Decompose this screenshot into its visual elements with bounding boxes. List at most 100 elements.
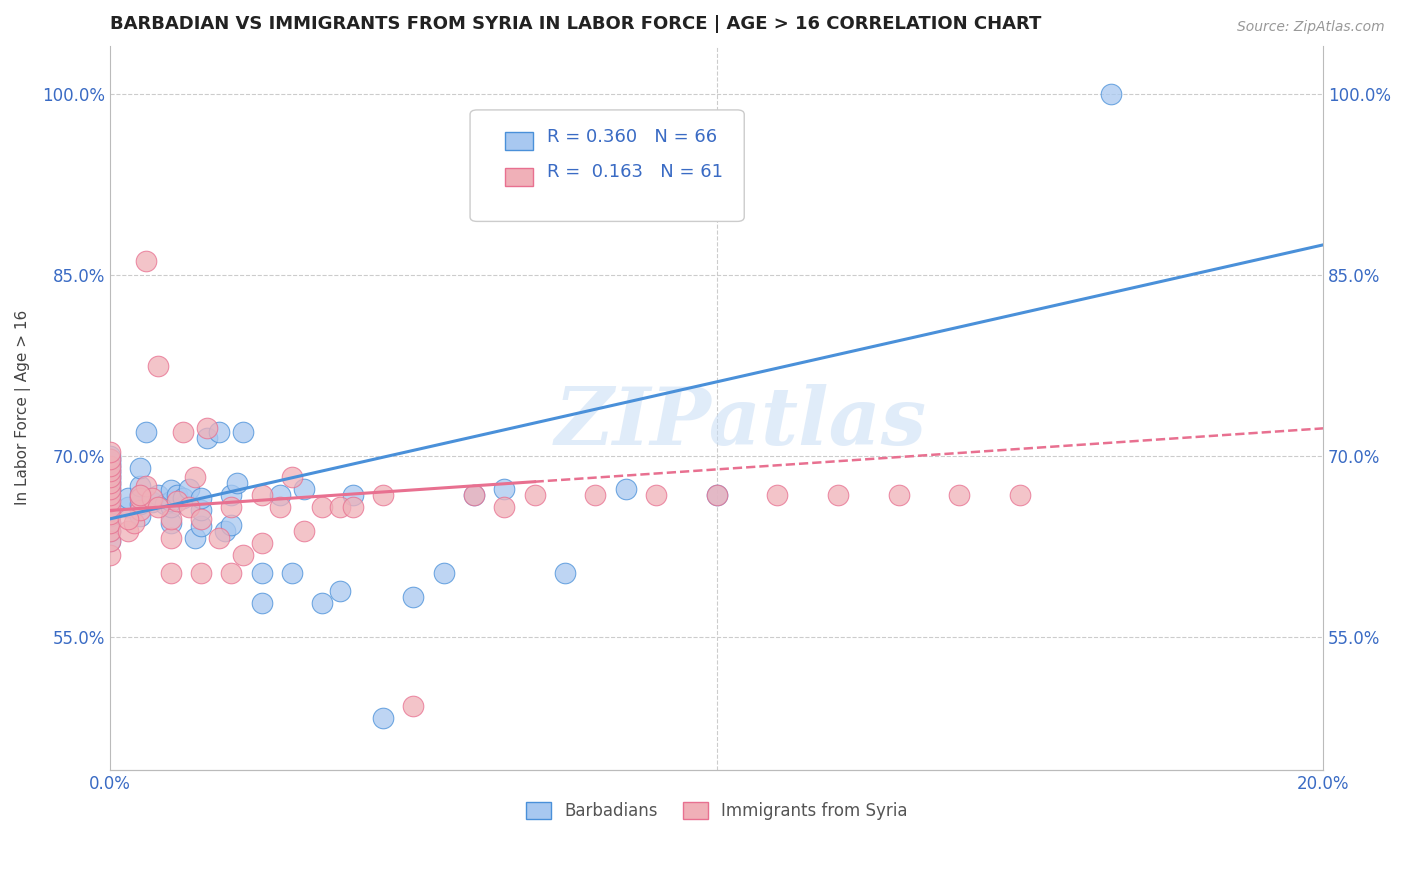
Point	[129, 491, 152, 506]
Point	[98, 469, 121, 483]
Point	[1099, 87, 1122, 101]
Point	[614, 482, 637, 496]
Point	[221, 488, 243, 502]
Point	[148, 488, 170, 502]
Point	[98, 533, 121, 548]
Point	[98, 479, 121, 493]
Point	[129, 461, 152, 475]
Point	[98, 445, 121, 459]
Point	[129, 479, 152, 493]
Point	[250, 536, 273, 550]
Point	[117, 491, 139, 506]
Point	[494, 500, 516, 514]
Point	[98, 516, 121, 530]
Y-axis label: In Labor Force | Age > 16: In Labor Force | Age > 16	[15, 310, 31, 506]
Point	[195, 431, 218, 445]
Point	[159, 500, 181, 514]
Point	[129, 488, 152, 502]
Point	[166, 488, 188, 502]
Point	[644, 488, 666, 502]
Point	[98, 500, 121, 514]
Point	[141, 491, 163, 506]
Point	[329, 584, 352, 599]
Point	[948, 488, 970, 502]
Point	[98, 451, 121, 466]
Point	[208, 531, 231, 545]
Point	[98, 451, 121, 466]
Point	[98, 458, 121, 473]
Point	[250, 596, 273, 610]
Point	[98, 524, 121, 538]
Point	[117, 500, 139, 514]
Point	[159, 483, 181, 497]
Point	[122, 516, 145, 530]
Point	[98, 533, 121, 548]
Point	[706, 488, 728, 502]
Point	[98, 488, 121, 502]
Point	[98, 469, 121, 483]
Point	[281, 469, 304, 483]
Point	[98, 464, 121, 478]
Point	[98, 464, 121, 478]
Point	[98, 455, 121, 469]
Point	[433, 566, 456, 581]
Point	[177, 500, 200, 514]
Point	[129, 503, 152, 517]
Point	[172, 491, 194, 506]
Point	[371, 488, 394, 502]
Point	[177, 482, 200, 496]
Point	[98, 458, 121, 472]
Point	[148, 500, 170, 514]
Point	[281, 566, 304, 581]
Point	[269, 500, 291, 514]
Point	[221, 566, 243, 581]
Point	[98, 488, 121, 502]
Point	[184, 469, 207, 483]
Point	[402, 698, 425, 713]
Point	[159, 516, 181, 530]
Point	[159, 566, 181, 581]
Point	[129, 497, 152, 511]
Point	[98, 509, 121, 524]
Point	[226, 475, 249, 490]
Point	[887, 488, 910, 502]
Point	[98, 449, 121, 463]
Point	[221, 500, 243, 514]
Point	[250, 488, 273, 502]
Point	[311, 500, 333, 514]
Point	[98, 548, 121, 562]
Point	[98, 497, 121, 511]
Point	[311, 596, 333, 610]
Point	[98, 482, 121, 496]
Point	[190, 566, 212, 581]
Point	[135, 479, 157, 493]
Point	[250, 566, 273, 581]
Point	[184, 531, 207, 545]
Point	[129, 488, 152, 502]
Point	[98, 473, 121, 487]
Point	[159, 531, 181, 545]
Point	[766, 488, 789, 502]
Point	[214, 524, 236, 538]
Point	[190, 503, 212, 517]
Point	[292, 482, 315, 496]
Point	[98, 493, 121, 508]
Point	[98, 475, 121, 490]
Point	[583, 488, 606, 502]
Point	[463, 488, 485, 502]
Point	[329, 500, 352, 514]
Text: BARBADIAN VS IMMIGRANTS FROM SYRIA IN LABOR FORCE | AGE > 16 CORRELATION CHART: BARBADIAN VS IMMIGRANTS FROM SYRIA IN LA…	[110, 15, 1042, 33]
Legend: Barbadians, Immigrants from Syria: Barbadians, Immigrants from Syria	[519, 796, 914, 827]
Point	[232, 425, 254, 439]
Text: R =  0.163   N = 61: R = 0.163 N = 61	[547, 163, 724, 181]
Point	[153, 497, 176, 511]
Point	[98, 475, 121, 490]
Text: R = 0.360   N = 66: R = 0.360 N = 66	[547, 128, 717, 145]
Point	[148, 359, 170, 373]
Point	[98, 507, 121, 521]
Point	[141, 495, 163, 509]
Point	[195, 421, 218, 435]
Point	[208, 425, 231, 439]
Point	[135, 425, 157, 439]
Point	[523, 488, 546, 502]
